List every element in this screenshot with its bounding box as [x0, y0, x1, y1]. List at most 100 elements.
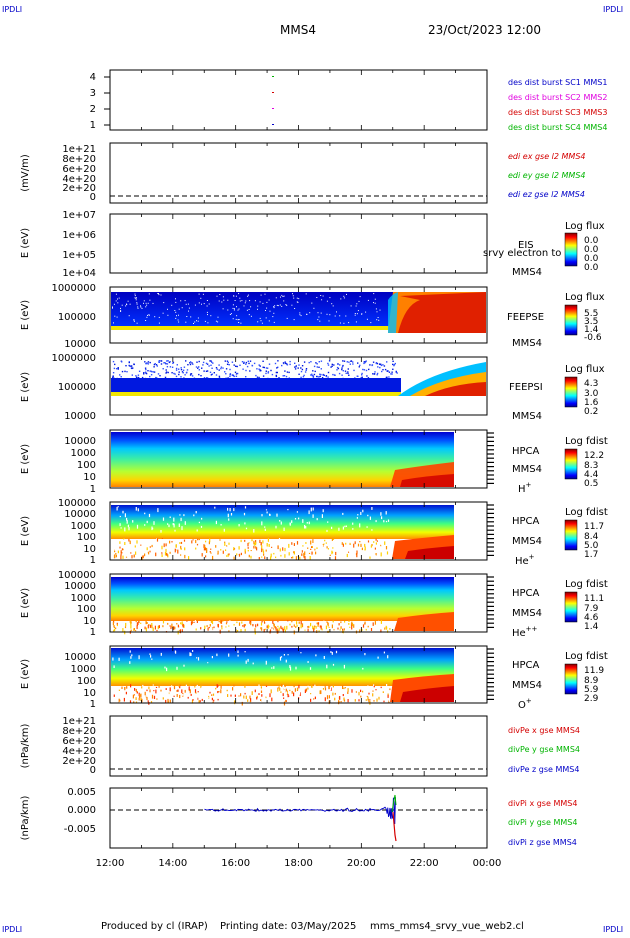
panel-burst: 4 3 2 1 des dist burst SC1 MMS1 des dist…: [90, 69, 607, 132]
p9-ytick: 10: [83, 688, 96, 699]
p3-instrument: EIS: [518, 240, 534, 251]
p1-legend-item: des dist burst SC2 MMS2: [508, 93, 607, 102]
p6-species: H+: [518, 481, 532, 495]
p1-ytick: 4: [90, 72, 96, 83]
p6-ytick: 1000: [71, 448, 96, 459]
p9-cb-tick: 11.9: [584, 666, 604, 676]
p5-spacecraft: MMS4: [512, 411, 542, 422]
p7-cb-tick: 11.7: [584, 522, 604, 532]
p3-overlay-text: srvy electron to: [483, 248, 561, 259]
p8-instrument: HPCA: [512, 588, 540, 599]
hpca-o-speckle: [112, 650, 391, 706]
panel-hpca-he2: E (eV) 100000 10000 1000 100 10 1 HPCA M…: [20, 570, 608, 639]
p9-ytick: 1: [90, 699, 96, 710]
p3-ytick: 1e+06: [62, 230, 96, 241]
divpi-x-line: [392, 811, 397, 842]
p7-ytick: 100000: [58, 498, 96, 509]
p1-legend-item: des dist burst SC4 MMS4: [508, 123, 607, 132]
p9-cb-tick: 8.9: [584, 676, 599, 686]
p8-spacecraft: MMS4: [512, 608, 542, 619]
p1-legend-item: des dist burst SC3 MMS3: [508, 108, 607, 117]
p4-cb-tick: 5.5: [584, 309, 598, 319]
p3-ytick: 1e+05: [62, 250, 96, 261]
p6-cb-tick: 0.5: [584, 479, 598, 489]
p4-ytick: 100000: [58, 312, 96, 323]
feepse-background-spectrum: [111, 292, 393, 326]
divpi-z-line: [204, 797, 396, 825]
p5-ytick: 10000: [64, 411, 96, 422]
p10-ylabel: (nPa/km): [20, 724, 31, 769]
p3-cb-title: Log flux: [565, 221, 605, 232]
panel-hpca-he: E (eV) 100000 10000 1000 100 10 1 HPCA M…: [20, 498, 608, 567]
panel-divpe: (nPa/km) 1e+21 8e+20 6e+20 4e+20 2e+20 0…: [20, 715, 580, 777]
p5-instrument: FEEPSI: [509, 382, 543, 393]
right-axis-minor-ticks: [487, 432, 494, 484]
feepse-sparse-dots: [112, 293, 381, 324]
hpca-he-speckle: [113, 506, 390, 561]
footer-printing: Printing date: 03/May/2025: [220, 921, 356, 932]
p6-cb-tick: 4.4: [584, 470, 599, 480]
corner-label-tr: IPDLI: [603, 5, 623, 14]
p4-ylabel: E (eV): [20, 300, 31, 330]
p10-ytick: 4e+20: [62, 746, 96, 757]
p7-ytick: 10000: [64, 509, 96, 520]
p10-legend-item: divPe y gse MMS4: [508, 745, 580, 754]
p4-cb-tick: 1.4: [584, 325, 599, 335]
panel-hpca-h: E (eV) 10000 1000 100 10 1 HPCA MMS4 H+ …: [20, 429, 608, 495]
footer-file: mms_mms4_srvy_vue_web2.cl: [370, 921, 524, 932]
hpca-he2-spectrogram: [111, 577, 454, 621]
p7-instrument: HPCA: [512, 516, 540, 527]
corner-label-br: IPDLI: [603, 925, 623, 934]
p7-cb-title: Log fdist: [565, 507, 608, 518]
p3-cb-tick: 0.0: [584, 236, 599, 246]
p8-ytick: 10: [83, 616, 96, 627]
hpca-he2-speckle: [112, 620, 391, 635]
p5-colorbar: [564, 376, 578, 408]
time-tick-label: 22:00: [410, 858, 439, 869]
feepsi-sparse-dots: [112, 360, 398, 380]
p3-cb-tick: 0.0: [584, 254, 599, 264]
time-tick-label: 16:00: [221, 858, 250, 869]
p10-legend-item: divPe z gse MMS4: [508, 765, 579, 774]
p9-ytick: 100: [77, 676, 96, 687]
p4-cb-title: Log flux: [565, 292, 605, 303]
burst-mark-mms3: [272, 92, 274, 93]
p10-ytick: 8e+20: [62, 726, 96, 737]
footer-produced: Produced by cl (IRAP): [101, 921, 208, 932]
p9-spacecraft: MMS4: [512, 680, 542, 691]
p11-ytick: -0.005: [64, 824, 96, 835]
p4-cb-tick: 3.5: [584, 317, 598, 327]
p5-cb-tick: 0.2: [584, 407, 598, 417]
p5-ytick: 1000000: [51, 353, 96, 364]
corner-label-tl: IPDLI: [2, 5, 22, 14]
p8-ylabel: E (eV): [20, 588, 31, 618]
p9-ytick: 1000: [71, 664, 96, 675]
p2-ytick: 2e+20: [62, 183, 96, 194]
p2-ytick: 8e+20: [62, 154, 96, 165]
p7-ytick: 10: [83, 544, 96, 555]
p6-spacecraft: MMS4: [512, 464, 542, 475]
p8-species: He++: [512, 625, 538, 639]
p9-cb-tick: 5.9: [584, 685, 599, 695]
p3-cb-tick: 0.0: [584, 245, 599, 255]
right-axis-minor-ticks: [487, 648, 494, 701]
p11-ytick: 0.000: [67, 805, 96, 816]
p8-cb-tick: 1.4: [584, 622, 599, 632]
p7-cb-tick: 5.0: [584, 541, 599, 551]
burst-mark-mms1: [272, 124, 274, 125]
p2-ytick: 4e+20: [62, 174, 96, 185]
p7-ytick: 1: [90, 555, 96, 566]
panel-edi: (mV/m) 1e+21 8e+20 6e+20 4e+20 2e+20 0 e…: [20, 142, 586, 204]
p8-cb-tick: 11.1: [584, 594, 604, 604]
p6-colorbar: [564, 448, 578, 480]
p5-ylabel: E (eV): [20, 372, 31, 402]
p10-ytick: 1e+21: [62, 716, 96, 727]
p5-ytick: 100000: [58, 382, 96, 393]
p9-colorbar: [564, 663, 578, 695]
p2-ytick: 0: [90, 192, 96, 203]
p7-species: He+: [515, 553, 535, 567]
p10-ytick: 0: [90, 765, 96, 776]
p7-ylabel: E (eV): [20, 516, 31, 546]
p11-ytick: 0.005: [67, 787, 96, 798]
